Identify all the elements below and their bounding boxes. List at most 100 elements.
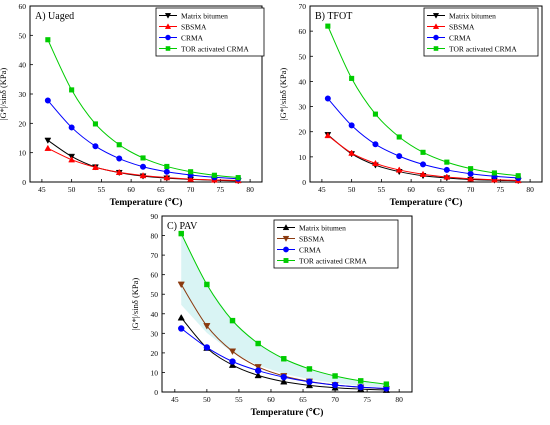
data-point: [467, 175, 475, 182]
data-point: [164, 163, 170, 170]
x-tick-label: 75: [363, 395, 371, 404]
y-tick-label: 20: [19, 119, 27, 128]
data-point: [92, 143, 99, 150]
data-point: [68, 156, 76, 163]
chart-panel-c: 0 10 20 30 40 50 60 70 80 90 45 50 55 60 65 70 75 80 Tempe…: [130, 210, 420, 420]
series-2: [44, 97, 242, 182]
data-point: [163, 168, 170, 175]
legend-marker: [432, 23, 440, 29]
legend-marker: [164, 23, 172, 29]
x-tick-label: 45: [318, 185, 326, 194]
y-axis-label: |G*|/sinδ (KPa): [280, 68, 288, 121]
data-point: [254, 364, 262, 371]
y-tick-label: 40: [151, 310, 159, 319]
y-tick-label: 0: [22, 178, 26, 187]
legend-marker: [283, 258, 289, 263]
data-point: [348, 122, 355, 129]
data-point: [395, 166, 403, 173]
y-tick-label: 0: [302, 178, 306, 187]
series-2: [324, 95, 522, 181]
data-point: [325, 23, 331, 29]
chart-b-svg: 0 10 20 30 40 50 60 70 45 50 55 60 65 70 75 80 Temperatu…: [278, 2, 543, 208]
data-point: [204, 281, 210, 288]
x-axis-label: Temperature (℃): [390, 197, 463, 208]
y-tick-label: 70: [151, 251, 159, 260]
legend-label: TOR activated CRMA: [181, 44, 249, 53]
series-3: [45, 37, 241, 181]
data-point: [419, 170, 427, 177]
data-point: [348, 149, 356, 156]
y-tick-label: 60: [299, 27, 307, 36]
data-point: [203, 344, 211, 351]
x-axis-label: Temperature (℃): [251, 407, 324, 418]
y-tick-label: 30: [299, 103, 307, 112]
y-axis-label: |G*|/sinδ (KPa): [130, 278, 140, 331]
x-tick-label: 65: [157, 185, 165, 194]
x-tick-label: 75: [497, 185, 505, 194]
data-point: [444, 159, 450, 165]
data-point: [203, 323, 211, 330]
legend-marker: [165, 46, 171, 51]
legend-marker: [282, 235, 290, 242]
data-point: [211, 172, 217, 178]
chart-title: A) Uaged: [35, 11, 74, 22]
data-point: [357, 383, 364, 391]
data-point: [115, 168, 123, 175]
x-tick-label: 70: [187, 185, 195, 194]
data-point: [116, 155, 123, 162]
data-point: [306, 366, 313, 372]
data-point: [420, 149, 426, 155]
legend-label: Matrix bitumen: [449, 11, 496, 20]
x-tick-label: 50: [203, 395, 211, 404]
x-tick-label: 60: [407, 185, 415, 194]
data-point: [324, 95, 331, 102]
data-point: [228, 348, 237, 356]
data-point: [490, 176, 498, 183]
x-tick-label: 50: [348, 185, 356, 194]
data-point: [372, 111, 378, 117]
y-tick-label: 30: [151, 329, 159, 338]
x-tick-label: 80: [395, 395, 403, 404]
data-point: [372, 159, 379, 167]
y-tick-label: 40: [19, 61, 27, 70]
y-tick-label: 10: [151, 368, 159, 377]
data-point: [332, 373, 338, 379]
data-point: [139, 172, 147, 179]
data-point: [92, 121, 98, 127]
y-tick-label: 60: [151, 271, 159, 280]
data-point: [69, 87, 75, 93]
legend-label: CRMA: [449, 33, 472, 42]
y-tick-label: 40: [299, 77, 307, 86]
data-point: [491, 170, 497, 176]
data-point: [178, 230, 184, 237]
chart-title: B) TFOT: [315, 11, 352, 22]
x-tick-label: 45: [38, 185, 46, 194]
legend-marker: [164, 13, 172, 19]
plot-frame: [309, 5, 543, 183]
data-point: [44, 137, 52, 144]
x-axis-label: Temperature (℃): [110, 197, 183, 208]
x-tick-label: 55: [235, 395, 243, 404]
x-tick-label: 70: [467, 185, 475, 194]
y-tick-label: 80: [151, 232, 159, 241]
data-point: [188, 169, 194, 175]
y-tick-label: 10: [299, 153, 307, 162]
legend-label: TOR activated CRMA: [449, 44, 517, 53]
data-point: [68, 124, 75, 131]
data-point: [92, 163, 99, 170]
data-point: [349, 75, 355, 81]
data-point: [228, 361, 237, 368]
legend-label: SBSMA: [299, 234, 325, 243]
plot-frame: [161, 215, 413, 393]
legend-label: Matrix bitumen: [181, 11, 228, 20]
x-tick-label: 50: [68, 185, 76, 194]
x-tick-label: 45: [171, 395, 179, 404]
data-point: [396, 153, 403, 160]
legend-label: Matrix bitumen: [299, 223, 346, 232]
data-point: [140, 155, 146, 161]
y-tick-label: 50: [299, 52, 307, 61]
y-tick-label: 70: [299, 2, 307, 11]
x-tick-label: 70: [331, 395, 339, 404]
legend-marker: [432, 13, 440, 19]
chart-c-svg: 0 10 20 30 40 50 60 70 80 90 45 50 55 60 65 70 75 80 Tempe…: [130, 212, 413, 418]
